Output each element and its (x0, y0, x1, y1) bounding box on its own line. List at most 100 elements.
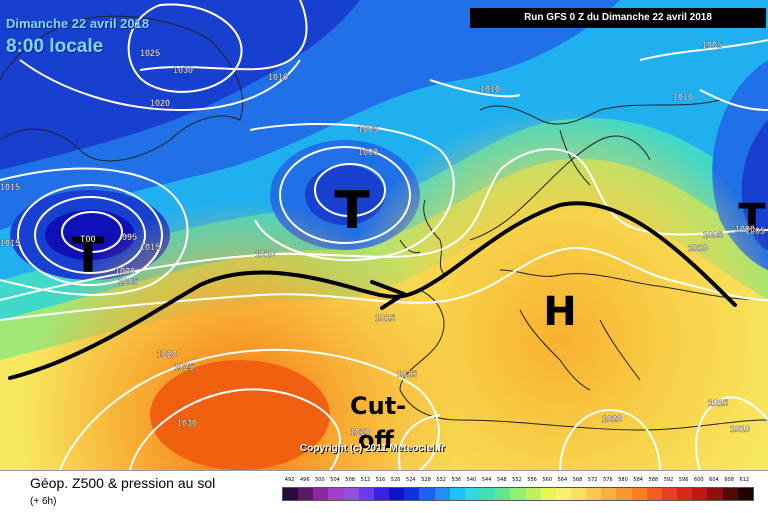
isobar-label: 1015 (708, 398, 728, 408)
isobar-label: 1020 (150, 98, 170, 108)
scale-color-swatch (525, 488, 541, 500)
color-scale-legend: 492 496 500 504 508 512 516 520 524 528 532 536 540 5… (282, 477, 754, 501)
low-marker-3: T (738, 196, 766, 242)
scale-color-swatch (283, 488, 299, 500)
isobar-label: 1010 (255, 249, 275, 259)
scale-color-swatch (646, 488, 662, 500)
scale-tick-label: 528 (421, 477, 431, 483)
isobar-label: 1030 (177, 418, 197, 428)
scale-tick-label: 516 (375, 477, 386, 483)
scale-color-swatch (677, 488, 693, 500)
land-outlines (0, 15, 768, 431)
isobar-label: 1005 (703, 230, 723, 240)
scale-color-swatch (358, 488, 374, 500)
scale-tick-label: 556 (527, 477, 537, 483)
scale-color-swatch (631, 488, 647, 500)
scale-tick-label: 520 (390, 477, 401, 483)
scale-tick-label: 524 (406, 477, 416, 483)
isobar-label: 1015 (0, 182, 20, 192)
isobar-label: 1010 (350, 427, 370, 437)
scale-color-swatch (298, 488, 314, 500)
isobar-label: 1005 (118, 277, 138, 287)
scale-color-swatch (328, 488, 344, 500)
isobar-label: 1025 (140, 48, 160, 58)
model-run-label: Run GFS 0 Z du Dimanche 22 avril 2018 (470, 8, 766, 28)
scale-tick-label: 492 (284, 477, 295, 483)
scale-tick-label: 548 (496, 477, 507, 483)
isobar-label: 1010 (730, 424, 750, 434)
low-marker-1: T (72, 228, 105, 284)
isobar-label: 1010 (673, 92, 693, 102)
isobars (0, 0, 768, 470)
scale-tick-label: 560 (542, 477, 552, 483)
isobar-label: 1000 (735, 224, 755, 234)
scale-color-swatch (449, 488, 465, 500)
scale-tick-label: 588 (648, 477, 659, 483)
jet-stream-line (8, 201, 737, 380)
scale-tick-label: 532 (436, 477, 446, 483)
scale-color-swatch (495, 488, 511, 500)
isobar-label: 1015 (0, 238, 20, 248)
scale-color-swatch (601, 488, 617, 500)
scale-color-swatch (389, 488, 405, 500)
low-marker-2: T (334, 181, 370, 241)
weather-map: T T T H Cut- off 1030 1025 1020 1015 101… (0, 0, 768, 470)
scale-tick-label: 600 (694, 477, 704, 483)
scale-tick-label: 500 (315, 477, 325, 483)
scale-color-swatch (570, 488, 587, 500)
map-title: Géop. Z500 & pression au sol (30, 475, 216, 491)
isobar-label: 1005 (702, 40, 722, 50)
scale-color-swatch (586, 488, 602, 500)
scale-tick-label: 540 (466, 477, 477, 483)
scale-tick-label: 584 (633, 477, 643, 483)
scale-color-swatch (419, 488, 435, 500)
scale-tick-label: 536 (451, 477, 462, 483)
scale-color-swatch (510, 488, 526, 500)
map-footer: Géop. Z500 & pression au sol (+ 6h) 492 4… (0, 470, 768, 513)
isobar-label: 995 (122, 232, 137, 242)
scale-tick-label: 596 (678, 477, 689, 483)
isobar-label: 1025 (174, 362, 194, 372)
scale-tick-label: 612 (739, 477, 750, 483)
scale-tick-label: 508 (345, 477, 355, 483)
scale-color-swatch (737, 488, 753, 500)
scale-tick-label: 608 (724, 477, 734, 483)
isobar-label: 1015 (268, 72, 288, 82)
scale-tick-label: 544 (481, 477, 492, 483)
scale-color-swatch (404, 488, 420, 500)
scale-tick-label: 512 (360, 477, 371, 483)
scale-color-swatch (313, 488, 329, 500)
cutoff-label-line2: off (358, 426, 394, 454)
scale-tick-label: 580 (618, 477, 628, 483)
isobar-label: 1015 (397, 369, 417, 379)
scale-tick-label: 552 (512, 477, 522, 483)
scale-tick-label: 504 (330, 477, 340, 483)
scale-tick-label: 496 (299, 477, 310, 483)
isobar-label: 1010 (480, 84, 500, 94)
scale-color-swatch (540, 488, 556, 500)
color-scale-labels: 492 496 500 504 508 512 516 520 524 528 532 536 540 5… (282, 477, 752, 483)
scale-tick-label: 604 (709, 477, 719, 483)
isobar-label: 1005 (745, 226, 765, 236)
copyright-notice: Copyright (c) 2011 Meteociel.fr (300, 443, 446, 454)
high-marker: H (543, 289, 576, 335)
scale-color-swatch (661, 488, 678, 500)
scale-color-swatch (722, 488, 738, 500)
isobar-label: 1015 (140, 242, 160, 252)
forecast-date: Dimanche 22 avril 2018 (6, 16, 150, 31)
scale-tick-label: 592 (663, 477, 674, 483)
isobar-label: 1010 (688, 243, 708, 253)
scale-color-swatch (464, 488, 481, 500)
isobar-label: T00 (80, 234, 96, 244)
isobar-label: 1030 (173, 65, 193, 75)
scale-color-swatch (707, 488, 723, 500)
isobar-label: 1015 (375, 313, 395, 323)
isobar-label: 1020 (157, 349, 177, 359)
forecast-time: 8:00 locale (6, 36, 104, 57)
scale-tick-label: 568 (572, 477, 583, 483)
isobar-label: 1000 (358, 147, 378, 157)
scale-tick-label: 576 (603, 477, 613, 483)
scale-color-swatch (434, 488, 450, 500)
isobar-label: 1000 (115, 266, 135, 276)
scale-color-swatch (555, 488, 571, 500)
